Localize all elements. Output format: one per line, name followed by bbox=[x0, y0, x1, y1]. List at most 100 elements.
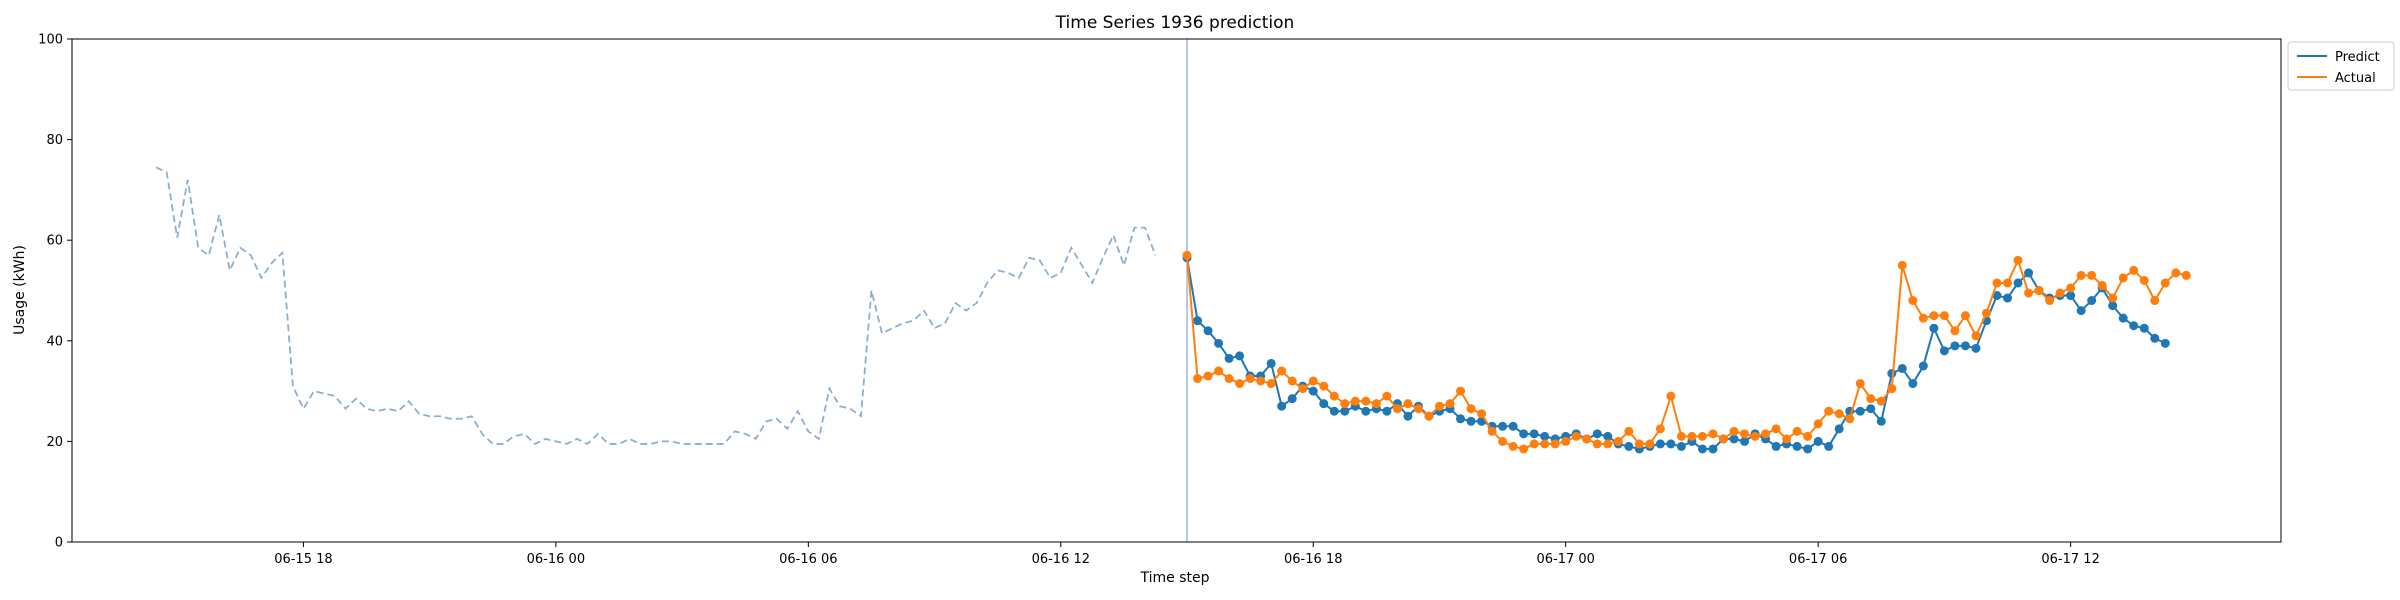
legend-actual-label: Actual bbox=[2335, 71, 2376, 86]
predict-point bbox=[1740, 436, 1750, 446]
actual-point bbox=[1645, 439, 1655, 449]
predict-point bbox=[1540, 431, 1550, 441]
actual-point bbox=[1214, 366, 1224, 376]
actual-point bbox=[1498, 436, 1508, 446]
actual-point bbox=[2003, 278, 2013, 288]
actual-point bbox=[1424, 411, 1434, 421]
actual-point bbox=[1235, 379, 1245, 389]
actual-point bbox=[1466, 404, 1476, 414]
predict-point bbox=[2139, 323, 2149, 333]
actual-point bbox=[1350, 396, 1360, 406]
actual-point bbox=[2118, 273, 2128, 283]
predict-point bbox=[1624, 441, 1634, 451]
actual-point bbox=[2024, 288, 2034, 298]
actual-point bbox=[1761, 429, 1771, 439]
actual-point bbox=[1340, 399, 1350, 409]
actual-point bbox=[1687, 431, 1697, 441]
history-line bbox=[155, 166, 1157, 445]
actual-point bbox=[1624, 426, 1634, 436]
actual-point bbox=[1487, 426, 1497, 436]
predict-point bbox=[2066, 291, 2076, 301]
actual-point bbox=[2055, 288, 2065, 298]
actual-point bbox=[1361, 396, 1371, 406]
x-tick-label: 06-15 18 bbox=[274, 552, 332, 567]
predict-point bbox=[1203, 326, 1213, 336]
y-tick-label: 80 bbox=[46, 133, 63, 148]
predict-point bbox=[1813, 436, 1823, 446]
actual-point bbox=[2013, 255, 2023, 265]
actual-point bbox=[1603, 439, 1613, 449]
actual-point bbox=[1277, 366, 1287, 376]
predict-point bbox=[2108, 301, 2118, 311]
actual-point bbox=[2181, 270, 2191, 280]
y-tick-label: 40 bbox=[46, 334, 63, 349]
y-axis-ticks: 0 20 40 60 80 100 bbox=[38, 33, 72, 551]
y-axis-title: Usage (kWh) bbox=[12, 245, 28, 335]
actual-point bbox=[1813, 419, 1823, 429]
predict-point bbox=[1918, 361, 1928, 371]
actual-point bbox=[1571, 431, 1581, 441]
actual-point bbox=[1529, 439, 1539, 449]
actual-point bbox=[2034, 286, 2044, 295]
predict-point bbox=[1929, 323, 1939, 333]
actual-point bbox=[2045, 296, 2055, 306]
x-axis-title: Time step bbox=[1140, 570, 1210, 586]
predict-point bbox=[1340, 406, 1350, 416]
y-tick-label: 60 bbox=[46, 234, 63, 249]
predict-point bbox=[1887, 368, 1897, 378]
y-tick-label: 0 bbox=[55, 536, 63, 551]
actual-point bbox=[1329, 391, 1339, 401]
predict-point bbox=[1897, 363, 1907, 373]
predict-point bbox=[1382, 406, 1392, 416]
plot-frame bbox=[71, 38, 2282, 543]
predict-point bbox=[2076, 306, 2086, 316]
legend-predict-label: Predict bbox=[2335, 50, 2380, 65]
predict-point bbox=[1529, 429, 1539, 439]
actual-point bbox=[1456, 386, 1466, 396]
predict-point bbox=[1235, 351, 1245, 361]
actual-point bbox=[1939, 311, 1949, 321]
actual-point bbox=[1792, 426, 1802, 436]
y-tick-label: 20 bbox=[46, 435, 63, 450]
actual-point bbox=[1413, 404, 1423, 414]
predict-point bbox=[1287, 394, 1297, 404]
predict-line bbox=[1186, 257, 2166, 451]
predict-point bbox=[1708, 444, 1718, 454]
predict-point bbox=[1224, 353, 1234, 363]
y-tick-label: 100 bbox=[38, 33, 63, 48]
predict-point bbox=[1519, 429, 1529, 439]
predict-point bbox=[1676, 441, 1686, 451]
predict-point bbox=[1266, 358, 1276, 368]
predict-point bbox=[1908, 379, 1918, 389]
actual-point bbox=[1782, 434, 1792, 444]
actual-point bbox=[1992, 278, 2002, 288]
actual-point bbox=[1834, 409, 1844, 419]
predict-point bbox=[1456, 414, 1466, 424]
predict-point bbox=[1771, 441, 1781, 451]
actual-point bbox=[1298, 384, 1308, 394]
predict-point bbox=[1592, 429, 1602, 439]
predict-point bbox=[1466, 416, 1476, 426]
actual-point bbox=[1718, 434, 1728, 444]
actual-point bbox=[1960, 311, 1970, 321]
actual-point bbox=[2097, 280, 2107, 290]
predict-point bbox=[2129, 321, 2139, 331]
predict-point bbox=[1803, 444, 1813, 454]
actual-point bbox=[1697, 431, 1707, 441]
actual-point bbox=[1182, 250, 1192, 260]
x-tick-label: 06-17 12 bbox=[2041, 552, 2099, 567]
actual-point bbox=[1855, 379, 1865, 389]
actual-point bbox=[1203, 371, 1213, 381]
predict-point bbox=[1655, 439, 1665, 449]
predict-point bbox=[1319, 399, 1329, 409]
actual-point bbox=[2129, 265, 2139, 275]
actual-point bbox=[2171, 268, 2181, 278]
x-axis-ticks: 06-15 18 06-16 00 06-16 06 06-16 12 06-16 18… bbox=[274, 542, 2100, 567]
predict-point bbox=[2003, 293, 2013, 303]
actual-point bbox=[1740, 429, 1750, 439]
predict-point bbox=[2160, 338, 2170, 348]
actual-point bbox=[2160, 278, 2170, 288]
actual-point bbox=[1319, 381, 1329, 391]
predict-point bbox=[1508, 421, 1518, 431]
x-tick-label: 06-16 06 bbox=[779, 552, 837, 567]
